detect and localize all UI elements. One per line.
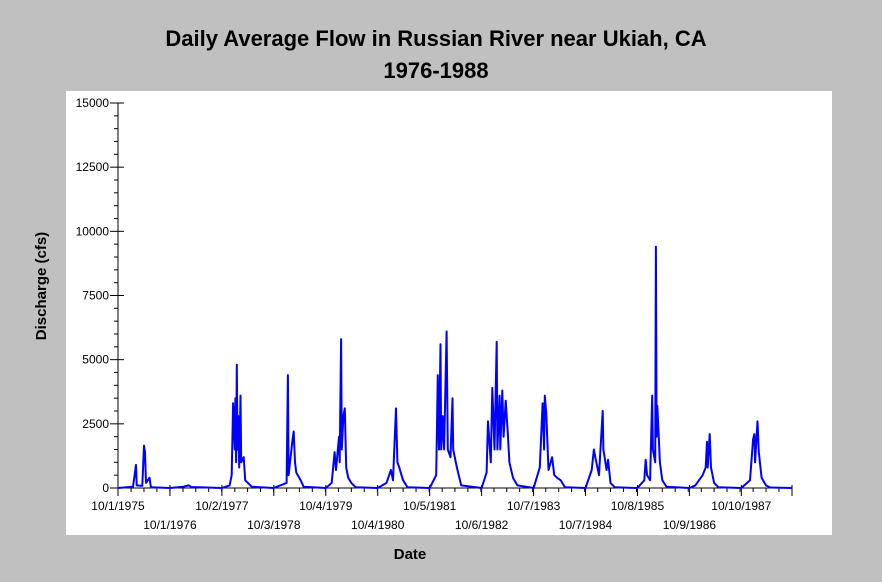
x-tick-label: 10/10/1987 (711, 499, 771, 513)
y-tick-label: 2500 (82, 417, 109, 431)
y-axis-label: Discharge (cfs) (33, 232, 50, 340)
x-tick-label: 10/7/1983 (507, 499, 561, 513)
x-tick-label: 10/9/1986 (663, 518, 717, 532)
data-layer (117, 245, 793, 489)
y-tick-label: 7500 (82, 289, 109, 303)
x-tick-label: 10/8/1985 (611, 499, 665, 513)
y-tick-label: 10000 (76, 224, 110, 238)
x-tick-label: 10/1/1976 (143, 518, 197, 532)
tick-label-layer: 0 2500 5000 7500 10000 12500 15000 10/1/1975 10/… (76, 96, 772, 532)
x-tick-label: 10/4/1980 (351, 518, 405, 532)
x-tick-label: 10/1/1975 (91, 499, 145, 513)
y-tick-label: 15000 (76, 96, 110, 110)
y-tick-label: 0 (102, 481, 109, 495)
x-tick-label: 10/4/1979 (299, 499, 353, 513)
x-tick-label: 10/2/1977 (195, 499, 249, 513)
x-tick-label: 10/5/1981 (403, 499, 457, 513)
y-tick-label: 5000 (82, 353, 109, 367)
chart-subtitle: 1976-1988 (383, 58, 488, 83)
series-line-0 (117, 245, 793, 489)
x-tick-label: 10/6/1982 (455, 518, 509, 532)
plot-area (66, 91, 832, 535)
chart-title: Daily Average Flow in Russian River near… (165, 26, 706, 51)
x-tick-label: 10/7/1984 (559, 518, 613, 532)
x-tick-label: 10/3/1978 (247, 518, 301, 532)
x-axis-label: Date (394, 546, 427, 563)
y-tick-label: 12500 (76, 160, 110, 174)
